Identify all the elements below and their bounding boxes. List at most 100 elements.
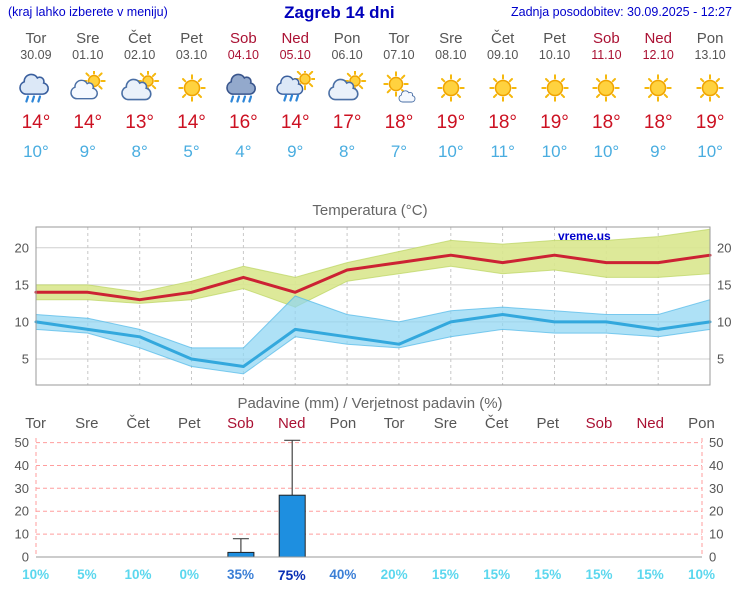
precip-day-label: Pon	[329, 415, 357, 432]
day-column: Pet 03.10 14° 5°	[166, 30, 218, 162]
max-temperature: 19°	[695, 112, 725, 133]
day-date: 07.10	[383, 48, 415, 62]
page-title: Zagreb 14 dni	[284, 3, 395, 22]
precip-ytick-right: 40	[709, 458, 723, 473]
max-temperature: 14°	[177, 112, 206, 133]
day-column: Sre 08.10 19° 10°	[425, 30, 477, 162]
precip-probability: 15%	[431, 567, 459, 582]
min-temperature: 10°	[697, 142, 723, 161]
precip-probability: 15%	[585, 567, 613, 582]
day-column: Čet 02.10 13° 8°	[114, 30, 166, 162]
weather-sun-cloud-icon	[62, 69, 114, 107]
weather-sun-small-cloud-icon	[373, 71, 425, 107]
temp-chart-border	[35, 226, 711, 386]
min-temperature: 10°	[541, 142, 568, 161]
precip-bar	[227, 551, 255, 558]
precip-ytick-left: 40	[15, 458, 29, 473]
max-temperature: 17°	[332, 112, 362, 133]
day-name: Pon	[696, 30, 724, 47]
topbar: (kraj lahko izberete v meniju) Zagreb 14…	[0, 0, 740, 26]
temperature-chart: 5 5 10 10 15 15 20 20 vreme.us	[15, 226, 731, 386]
min-temperature: 10°	[23, 142, 49, 161]
day-date: 30.09	[20, 48, 52, 62]
min-temperature: 9°	[287, 142, 304, 161]
day-date: 05.10	[279, 48, 311, 62]
precip-ytick-right: 50	[709, 435, 723, 450]
watermark: vreme.us	[558, 229, 611, 243]
precip-probability: 15%	[534, 567, 562, 582]
precip-day-label: Tor	[25, 415, 47, 432]
precip-day-label: Sob	[227, 415, 254, 432]
day-date: 09.10	[487, 48, 519, 62]
precipitation-chart-section: Padavine (mm) / Verjetnost padavin (%) T…	[0, 395, 740, 583]
precip-day-label: Ned	[636, 415, 664, 432]
min-temperature: 10°	[437, 142, 464, 161]
precip-ytick-left: 50	[15, 435, 29, 450]
weather-sun-icon	[632, 71, 684, 107]
min-temperature: 9°	[650, 142, 667, 161]
precipitation-chart: 0 0 10 10 20 20 30 30 40 40 50 50	[15, 435, 724, 564]
day-name: Pet	[180, 30, 203, 47]
temp-ytick-right: 15	[717, 277, 731, 292]
day-date: 03.10	[175, 48, 208, 62]
min-temperature: 8°	[338, 142, 356, 161]
weather-sun-icon	[166, 71, 218, 107]
precip-probability: 0%	[179, 567, 200, 582]
precipitation-probability-row: 10% 5% 10% 0% 35% 75% 40% 20% 15% 15% 15% 15% 15% 10%	[10, 567, 727, 583]
weather-sun-icon	[477, 71, 529, 107]
day-name: Čet	[127, 30, 152, 47]
day-name: Sre	[439, 30, 463, 47]
max-temperature: 19°	[540, 112, 569, 133]
precip-probability: 15%	[636, 567, 664, 582]
max-temperature: 13°	[125, 112, 155, 133]
max-temperature: 19°	[436, 112, 466, 133]
precip-ytick-right: 30	[709, 481, 723, 496]
precip-ytick-left: 10	[15, 527, 29, 542]
temperature-chart-title: Temperatura (°C)	[312, 202, 428, 219]
day-date: 06.10	[331, 48, 363, 62]
precip-probability: 5%	[77, 567, 97, 582]
day-column: Čet 09.10 18° 11°	[477, 30, 529, 162]
min-temperature: 4°	[235, 142, 252, 161]
day-date: 10.10	[538, 48, 571, 62]
temp-ytick-right: 5	[717, 352, 724, 367]
min-temperature: 10°	[593, 142, 620, 161]
weather-sun-icon	[684, 71, 736, 107]
day-name: Ned	[281, 30, 309, 47]
precip-probability: 75%	[277, 567, 306, 583]
temp-ytick-left: 15	[15, 277, 29, 292]
day-name: Čet	[490, 30, 515, 47]
location-menu-hint[interactable]: (kraj lahko izberete v meniju)	[8, 5, 168, 19]
day-column: Tor 30.09 14° 10°	[10, 30, 62, 162]
day-column: Ned 05.10 14° 9°	[269, 30, 321, 162]
weather-sun-icon	[529, 71, 581, 107]
weather-cloud-sun-icon	[321, 69, 373, 107]
weather-rain-heavy-icon	[217, 71, 269, 107]
precip-day-label: Čet	[126, 415, 150, 432]
min-temperature: 11°	[490, 142, 515, 161]
precip-ytick-left: 30	[15, 481, 29, 496]
weather-sun-rain-icon	[269, 67, 321, 107]
day-date: 04.10	[227, 48, 259, 62]
day-column: Sob 04.10 16° 4°	[217, 30, 269, 162]
tmin-line	[34, 313, 712, 368]
day-name: Tor	[25, 30, 47, 47]
day-name: Ned	[644, 30, 672, 47]
day-name: Sob	[593, 30, 620, 47]
min-temperature: 8°	[131, 142, 148, 161]
last-update-text: Zadnja posodobitev: 30.09.2025 - 12:27	[510, 5, 732, 19]
precipitation-day-labels: Tor Sre Čet Pet Sob Ned Pon Tor Sre Čet Pet Sob Ned P…	[10, 415, 727, 432]
temp-ytick-right: 10	[717, 314, 731, 329]
precip-day-label: Pet	[178, 415, 201, 432]
day-column: Pon 13.10 19° 10°	[684, 30, 736, 162]
precip-day-label: Čet	[484, 415, 509, 432]
min-temperature: 7°	[390, 142, 408, 161]
precip-probability: 40%	[329, 567, 357, 582]
day-name: Sre	[76, 30, 100, 47]
tmax-line	[34, 253, 712, 302]
precip-day-label: Sob	[585, 415, 613, 432]
day-name: Pet	[543, 30, 566, 47]
day-column: Pon 06.10 17° 8°	[321, 30, 373, 162]
day-column: Ned 12.10 18° 9°	[632, 30, 684, 162]
precip-ytick-right: 20	[709, 504, 723, 519]
